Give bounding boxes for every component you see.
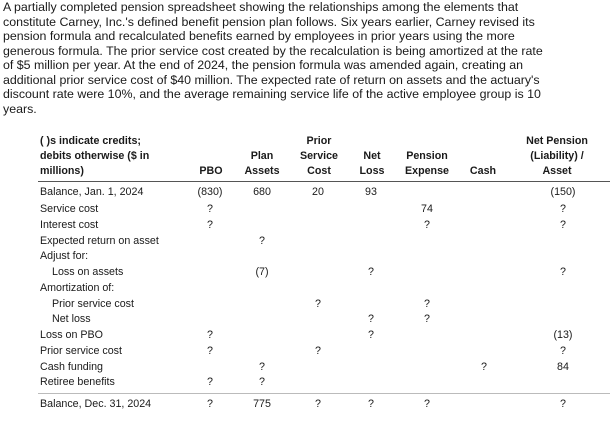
cell-pbo: ? [207, 398, 213, 410]
row-label: Adjust for: [40, 250, 89, 262]
problem-line: of $5 million per year. At the end of 20… [3, 58, 524, 72]
col-header-psc-3: Cost [307, 165, 331, 177]
problem-line: discount rate were 10%, and the average … [3, 87, 541, 101]
col-header-pension-expense-1: Pension [406, 150, 448, 162]
row-label: Net loss [52, 313, 91, 325]
cell-net-loss: ? [368, 329, 374, 341]
cell-pension-expense: ? [424, 313, 430, 325]
header-note-line-1: ( )s indicate credits; [40, 135, 141, 147]
row-label: Prior service cost [40, 345, 122, 357]
col-header-plan-assets-1: Plan [250, 150, 274, 162]
cell-pension-expense: 74 [421, 203, 433, 215]
cell-net-pension: (150) [550, 186, 576, 198]
row-label: Expected return on asset [40, 235, 159, 247]
col-header-net-loss-1: Net [363, 150, 381, 162]
problem-line: generous formula. The prior service cost… [3, 43, 543, 58]
col-header-net-loss-2: Loss [359, 165, 385, 177]
cell-net-loss: ? [368, 398, 374, 410]
cell-prior-service-cost: 20 [312, 186, 324, 198]
cell-plan-assets: 680 [253, 186, 271, 198]
col-header-net-pension-3: Asset [542, 165, 572, 177]
cell-prior-service-cost: ? [315, 345, 321, 357]
col-header-pension-expense-2: Expense [405, 165, 449, 177]
col-header-net-pension-2: (Liability) / [530, 150, 584, 162]
cell-pbo: ? [207, 203, 213, 215]
problem-line: constitute Carney, Inc.'s defined benefi… [3, 14, 535, 29]
cell-prior-service-cost: ? [315, 398, 321, 410]
problem-line: additional prior service cost of $40 mil… [3, 72, 540, 87]
cell-pbo: ? [207, 329, 213, 341]
problem-line: pension formula and recalculated benefit… [3, 29, 515, 43]
cell-cash: ? [481, 361, 487, 373]
total-divider [38, 393, 610, 394]
cell-plan-assets: ? [259, 235, 265, 247]
cell-net-loss: 93 [365, 186, 377, 198]
cell-pbo: ? [207, 376, 213, 388]
cell-pbo: ? [207, 345, 213, 357]
row-label: Amortization of: [40, 282, 115, 294]
row-label: Loss on assets [52, 266, 124, 278]
cell-pbo: (830) [197, 186, 223, 198]
cell-net-pension: ? [560, 345, 566, 357]
cell-plan-assets: ? [259, 376, 265, 388]
header-divider [38, 181, 610, 182]
row-label: Retiree benefits [40, 376, 115, 388]
problem-line: years. [3, 101, 37, 116]
row-label: Cash funding [40, 361, 103, 373]
row-label: Interest cost [40, 219, 99, 231]
cell-pbo: ? [207, 219, 213, 231]
cell-pension-expense: ? [424, 398, 430, 410]
cell-net-pension: ? [560, 398, 566, 410]
cell-net-loss: ? [368, 313, 374, 325]
cell-pension-expense: ? [424, 298, 430, 310]
row-label: Prior service cost [52, 298, 134, 310]
col-header-net-pension-1: Net Pension [526, 135, 588, 147]
row-label: Loss on PBO [40, 329, 103, 341]
cell-pension-expense: ? [424, 219, 430, 231]
cell-net-pension: 84 [557, 361, 569, 373]
col-header-plan-assets-2: Assets [244, 165, 280, 177]
cell-net-loss: ? [368, 266, 374, 278]
problem-statement: A partially completed pension spreadshee… [3, 0, 611, 116]
problem-line: A partially completed pension spreadshee… [3, 0, 519, 14]
header-note-line-3: millions) [40, 165, 84, 177]
cell-prior-service-cost: ? [315, 298, 321, 310]
cell-net-pension: ? [560, 266, 566, 278]
cell-plan-assets: (7) [255, 266, 269, 278]
row-label: Balance, Dec. 31, 2024 [40, 398, 152, 410]
cell-plan-assets: ? [259, 361, 265, 373]
cell-plan-assets: 775 [253, 398, 271, 410]
cell-net-pension: ? [560, 203, 566, 215]
header-note-line-2: debits otherwise ($ in [40, 150, 150, 162]
row-label: Service cost [40, 203, 99, 215]
col-header-psc-2: Service [299, 150, 339, 162]
cell-net-pension: ? [560, 219, 566, 231]
cell-net-pension: (13) [553, 329, 573, 341]
row-label: Balance, Jan. 1, 2024 [40, 186, 144, 198]
col-header-psc-1: Prior [306, 135, 332, 147]
col-header-cash: Cash [469, 165, 497, 177]
col-header-pbo: PBO [199, 165, 223, 177]
